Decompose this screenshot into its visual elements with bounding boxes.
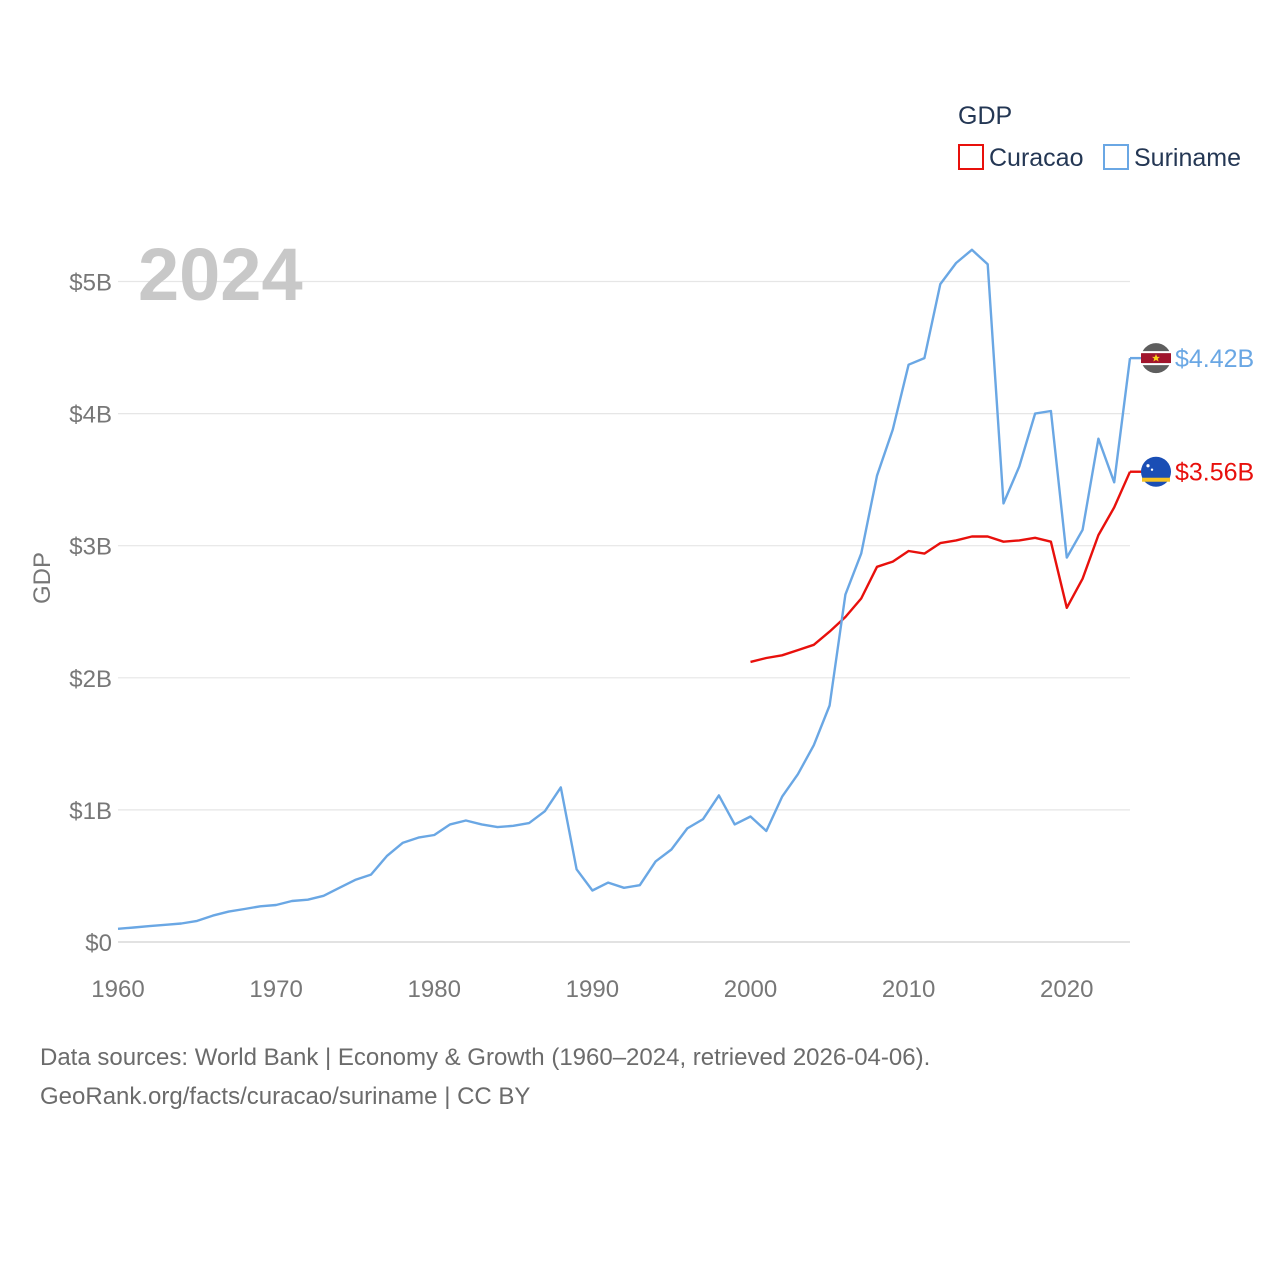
legend-title: GDP [958, 102, 1012, 130]
source-text: Data sources: World Bank | Economy & Gro… [40, 1044, 931, 1071]
x-tick-label: 2020 [1040, 976, 1093, 1003]
flag-star [1150, 468, 1154, 471]
x-tick-label: 1970 [249, 976, 302, 1003]
flag-yellow-stripe [1142, 477, 1170, 482]
legend-item-suriname[interactable]: Suriname [1103, 144, 1241, 172]
axis-ticks: $0 $1B $2B $3B $4B $5B 1960 1970 1980 1990 2000 201… [69, 270, 1093, 1004]
y-tick-label: $0 [85, 930, 112, 957]
series-line-curacao [750, 471, 1132, 664]
legend-swatch-curacao [958, 144, 984, 170]
year-watermark: 2024 [138, 233, 303, 316]
suriname-flag-icon [1141, 343, 1171, 374]
gridlines [118, 280, 1130, 943]
gdp-line-chart: $0 $1B $2B $3B $4B $5B 1960 1970 1980 1990 2000 201… [29, 102, 1254, 1004]
legend: GDP Curacao Suriname [958, 102, 1241, 172]
source-link[interactable]: GeoRank.org/facts/curacao/suriname | CC … [40, 1083, 531, 1110]
y-tick-label: $5B [69, 270, 112, 297]
flag-base [1141, 456, 1171, 487]
curacao-flag-icon [1141, 456, 1171, 487]
x-tick-label: 1980 [408, 976, 461, 1003]
series-line-suriname [117, 248, 1132, 930]
x-tick-label: 2000 [724, 976, 777, 1003]
x-tick-label: 1990 [566, 976, 619, 1003]
flag-star [1146, 464, 1150, 468]
x-tick-label: 1960 [91, 976, 144, 1003]
legend-label-curacao: Curacao [989, 144, 1084, 172]
end-value-label-suriname: $4.42B [1175, 345, 1254, 373]
y-tick-label: $2B [69, 666, 112, 693]
legend-swatch-suriname [1103, 144, 1129, 170]
flag-star [1152, 354, 1160, 362]
series-end-labels: $3.56B $4.42B [1130, 343, 1254, 487]
legend-label-suriname: Suriname [1134, 144, 1241, 172]
series-lines [117, 248, 1132, 930]
y-tick-label: $3B [69, 534, 112, 561]
legend-item-curacao[interactable]: Curacao [958, 144, 1084, 172]
x-tick-label: 2010 [882, 976, 935, 1003]
y-axis-label: GDP [29, 552, 56, 604]
end-value-label-curacao: $3.56B [1175, 459, 1254, 487]
y-tick-label: $1B [69, 798, 112, 825]
y-tick-label: $4B [69, 402, 112, 429]
